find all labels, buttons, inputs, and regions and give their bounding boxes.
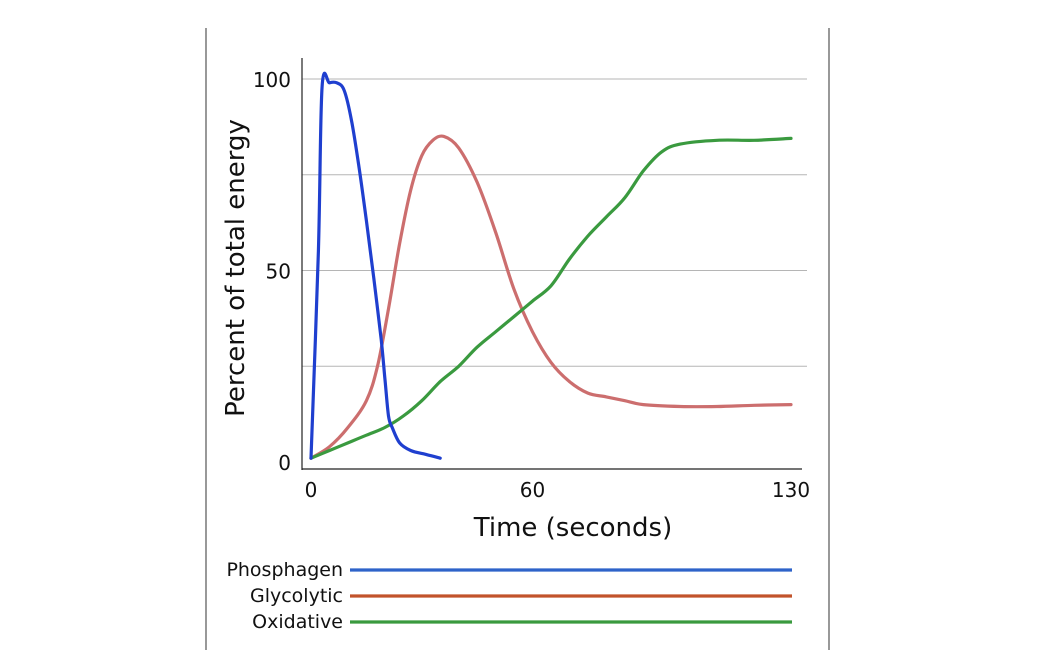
- legend: Phosphagen Glycolytic Oxidative: [226, 559, 792, 633]
- y-tick-label: 100: [253, 68, 291, 92]
- y-axis-label: Percent of total energy: [221, 119, 251, 417]
- x-axis-label: Time (seconds): [473, 513, 672, 543]
- tick-labels: 0 50 100 0 60 130: [253, 68, 810, 502]
- series-line-oxidative: [309, 136, 793, 460]
- series-line-glycolytic: [309, 134, 793, 460]
- legend-label-oxidative: Oxidative: [252, 611, 343, 633]
- legend-label-glycolytic: Glycolytic: [250, 585, 343, 607]
- x-tick-label: 0: [305, 478, 318, 502]
- y-tick-label: 50: [266, 260, 291, 284]
- x-tick-label: 130: [772, 478, 810, 502]
- series-lines: [309, 71, 793, 460]
- y-tick-label: 0: [278, 451, 291, 475]
- legend-label-phosphagen: Phosphagen: [226, 559, 343, 581]
- plot-area: 0 50 100 0 60 130: [253, 58, 810, 502]
- series-line-phosphagen: [309, 71, 442, 460]
- x-tick-label: 60: [520, 478, 545, 502]
